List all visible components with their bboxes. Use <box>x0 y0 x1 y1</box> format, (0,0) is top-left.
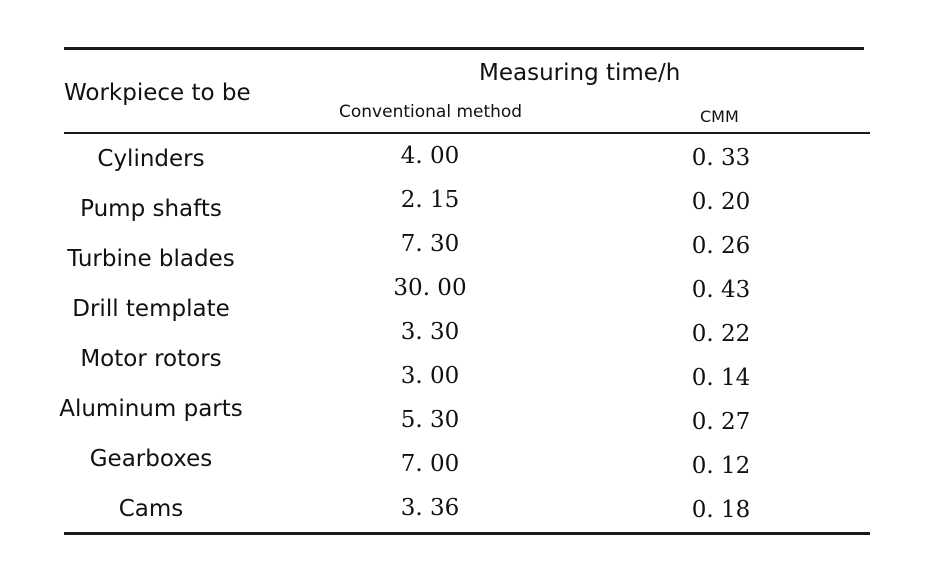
table-cell-workpiece: Pump shafts <box>80 196 222 222</box>
header-measuring-time: Measuring time/h <box>479 60 681 86</box>
header-workpiece: Workpiece to be <box>64 80 251 106</box>
table-cell-conventional: 3. 00 <box>400 363 460 389</box>
table-cell-workpiece: Cylinders <box>97 146 205 172</box>
table-cell-cmm: 0. 43 <box>691 277 751 303</box>
table-cell-cmm: 0. 18 <box>691 497 751 523</box>
table-cell-cmm: 0. 27 <box>691 409 751 435</box>
table-cell-workpiece: Aluminum parts <box>59 396 243 422</box>
header-rule <box>64 132 870 134</box>
table-cell-cmm: 0. 20 <box>691 189 751 215</box>
header-conventional-method: Conventional method <box>339 102 523 122</box>
table-cell-conventional: 7. 30 <box>400 231 460 257</box>
table-cell-workpiece: Gearboxes <box>89 446 213 472</box>
table-cell-cmm: 0. 14 <box>691 365 751 391</box>
table-cell-workpiece: Drill template <box>72 296 230 322</box>
table-cell-workpiece: Cams <box>118 496 184 522</box>
table-cell-workpiece: Turbine blades <box>67 246 235 272</box>
table-cell-conventional: 4. 00 <box>400 143 460 169</box>
table-cell-cmm: 0. 26 <box>691 233 751 259</box>
table-top-rule <box>64 47 864 50</box>
table-cell-conventional: 2. 15 <box>400 187 460 213</box>
table-cell-conventional: 3. 36 <box>400 495 460 521</box>
table-cell-cmm: 0. 22 <box>691 321 751 347</box>
table-cell-cmm: 0. 33 <box>691 145 751 171</box>
table-bottom-rule <box>64 532 870 535</box>
table-cell-workpiece: Motor rotors <box>80 346 222 372</box>
table-cell-conventional: 7. 00 <box>400 451 460 477</box>
table-cell-cmm: 0. 12 <box>691 453 751 479</box>
table-cell-conventional: 3. 30 <box>400 319 460 345</box>
header-cmm: CMM <box>700 107 739 126</box>
table-cell-conventional: 5. 30 <box>400 407 460 433</box>
table-cell-conventional: 30. 00 <box>393 275 467 301</box>
